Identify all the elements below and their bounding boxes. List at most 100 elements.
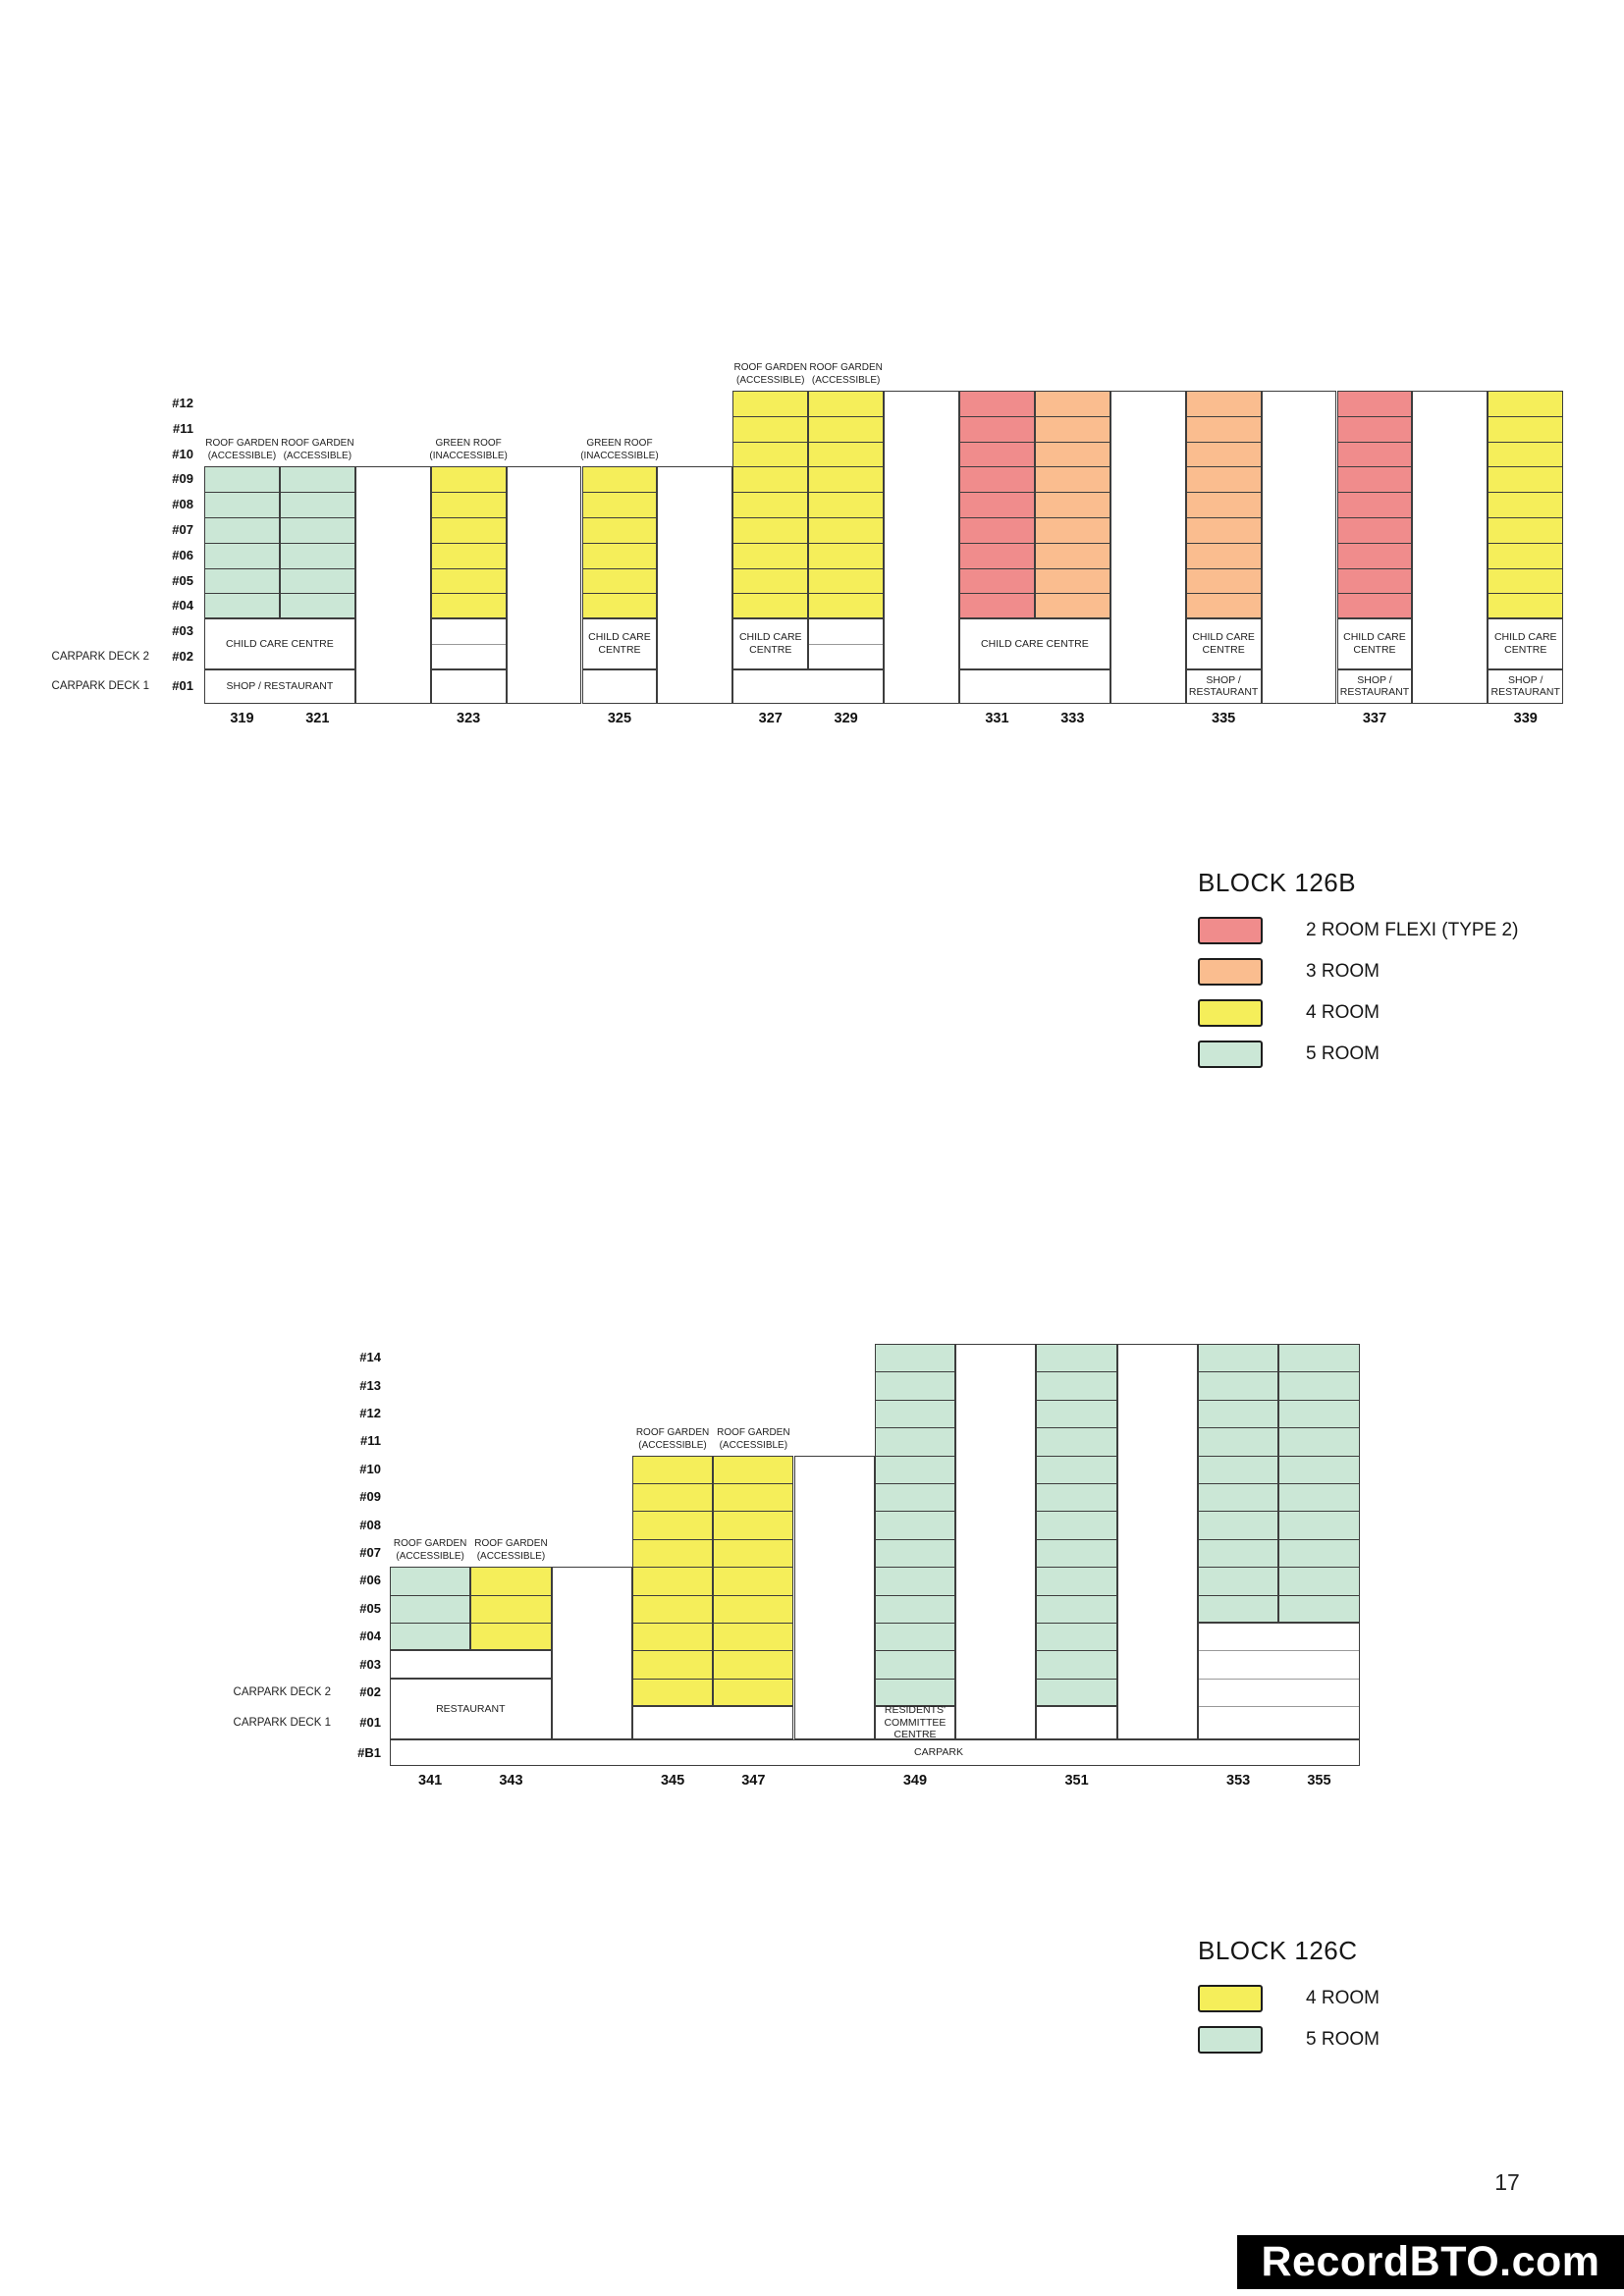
- floor-divider-line: [809, 517, 884, 518]
- facility-cell: CHILD CARE CENTRE: [1488, 618, 1564, 669]
- carpark-deck-label: CARPARK DECK 1: [233, 1717, 331, 1730]
- cell-text: CHILD CARE CENTRE: [738, 631, 802, 656]
- empty-cell: [581, 668, 658, 704]
- cells-5-room: [204, 466, 280, 619]
- floor-label: #11: [360, 1433, 381, 1449]
- spacer-column: [1116, 1344, 1198, 1740]
- floor-divider-line: [809, 415, 884, 417]
- carpark-deck-label: CARPARK DECK 2: [233, 1686, 331, 1698]
- floor-divider-line: [733, 415, 808, 417]
- floor-divider-line: [1337, 593, 1412, 595]
- floor-divider-line: [391, 1622, 470, 1624]
- floor-label: #04: [359, 1629, 381, 1644]
- floor-label: #09: [172, 471, 193, 487]
- spacer-column: [884, 391, 959, 704]
- floor-divider-line: [1037, 1594, 1116, 1596]
- cell-text: RESTAURANT: [436, 1702, 506, 1715]
- cell-text: CHILD CARE CENTRE: [226, 637, 334, 650]
- floor-divider-line: [733, 593, 808, 595]
- floor-divider-line: [1186, 542, 1261, 544]
- floor-divider-line: [714, 1594, 793, 1596]
- floor-divider-line: [875, 1399, 955, 1401]
- page-number: 17: [1494, 2169, 1520, 2195]
- stack-label: 325: [607, 710, 632, 726]
- spacer-column: [955, 1344, 1037, 1740]
- roof-label: GREEN ROOF (INACCESSIBLE): [429, 438, 508, 462]
- empty-cell: [808, 618, 885, 669]
- cell-text: SHOP / RESTAURANT: [1339, 673, 1410, 699]
- floor-label: #05: [172, 572, 193, 588]
- stack-label: 329: [834, 710, 858, 726]
- roof-label: ROOF GARDEN (ACCESSIBLE): [281, 438, 354, 462]
- cells-5-room: [390, 1567, 471, 1651]
- legend-title: BLOCK 126B: [1198, 868, 1357, 897]
- cells-4-room: [470, 1567, 552, 1651]
- legend-label: 5 ROOM: [1306, 1043, 1380, 1064]
- legend-swatch-3-room: [1198, 958, 1263, 986]
- floor-divider-line: [875, 1678, 955, 1680]
- floor-divider-line: [714, 1678, 793, 1680]
- floor-divider-line: [1279, 1594, 1359, 1596]
- stack-label: 341: [418, 1773, 443, 1789]
- facility-cell: CHILD CARE CENTRE: [959, 618, 1110, 669]
- stack-label: 323: [457, 710, 481, 726]
- floor-divider-line: [280, 567, 354, 569]
- floor-divider-line: [1337, 441, 1412, 443]
- roof-label: GREEN ROOF (INACCESSIBLE): [580, 438, 659, 462]
- stack-label: 331: [985, 710, 1009, 726]
- floor-divider-line: [1489, 466, 1563, 468]
- floor-label: #06: [172, 547, 193, 562]
- empty-cell: [1198, 1623, 1360, 1740]
- cells-4-room: [713, 1455, 794, 1707]
- floor-label: #02: [359, 1684, 381, 1699]
- floor-divider-line: [1037, 1427, 1116, 1429]
- legend-title: BLOCK 126C: [1198, 1936, 1358, 1965]
- floor-label: #01: [172, 678, 193, 694]
- floor-divider-line: [1279, 1371, 1359, 1373]
- floor-divider-line: [431, 542, 506, 544]
- floor-divider-line: [875, 1511, 955, 1513]
- floor-divider-line: [1037, 1371, 1116, 1373]
- floor-divider-line: [1035, 492, 1110, 494]
- floor-divider-line: [582, 567, 657, 569]
- floor-divider-line: [809, 492, 884, 494]
- floor-divider-line: [875, 1650, 955, 1652]
- legend-label: 5 ROOM: [1306, 2029, 1380, 2050]
- floor-divider-line: [1489, 415, 1563, 417]
- legend-items: 4 ROOM 5 ROOM: [1198, 1985, 1624, 2054]
- floor-label: #08: [359, 1517, 381, 1532]
- floor-divider-line: [1337, 567, 1412, 569]
- legend-swatch-4-room: [1198, 1985, 1263, 2012]
- stack-label: 337: [1362, 710, 1387, 726]
- empty-cell: [430, 668, 507, 704]
- floor-divider-line: [960, 593, 1034, 595]
- floor-divider-line: [582, 542, 657, 544]
- floor-divider-line: [1337, 542, 1412, 544]
- floor-divider-line: [1037, 1455, 1116, 1457]
- empty-cell: [390, 1650, 552, 1679]
- floor-divider-line: [1037, 1399, 1116, 1401]
- floor-divider-line: [431, 516, 506, 518]
- floor-divider-line: [1489, 492, 1563, 494]
- roof-label: ROOF GARDEN (ACCESSIBLE): [205, 438, 279, 462]
- facility-cell: SHOP / RESTAURANT: [1185, 668, 1262, 704]
- floor-divider-line: [391, 1594, 470, 1596]
- roof-label: ROOF GARDEN (ACCESSIBLE): [809, 362, 883, 386]
- stack-label: 333: [1060, 710, 1085, 726]
- stack-label: 345: [660, 1773, 685, 1789]
- facility-cell: CHILD CARE CENTRE: [204, 618, 355, 669]
- cells-2-room-flexi-type-2: [1336, 391, 1413, 619]
- cell-text: SHOP / RESTAURANT: [1490, 673, 1560, 699]
- facility-cell: CHILD CARE CENTRE: [732, 618, 809, 669]
- floor-divider-line: [960, 492, 1034, 494]
- floor-divider-line: [809, 441, 884, 443]
- cells-5-room: [874, 1344, 956, 1707]
- floor-divider-line: [1035, 542, 1110, 544]
- floor-divider-line: [280, 516, 354, 518]
- spacer-column: [1261, 391, 1337, 704]
- floor-divider-line: [809, 466, 884, 468]
- floor-label: #12: [172, 395, 193, 410]
- facility-cell: SHOP / RESTAURANT: [204, 668, 355, 704]
- floor-divider-line: [205, 593, 279, 595]
- floor-label: #09: [359, 1489, 381, 1505]
